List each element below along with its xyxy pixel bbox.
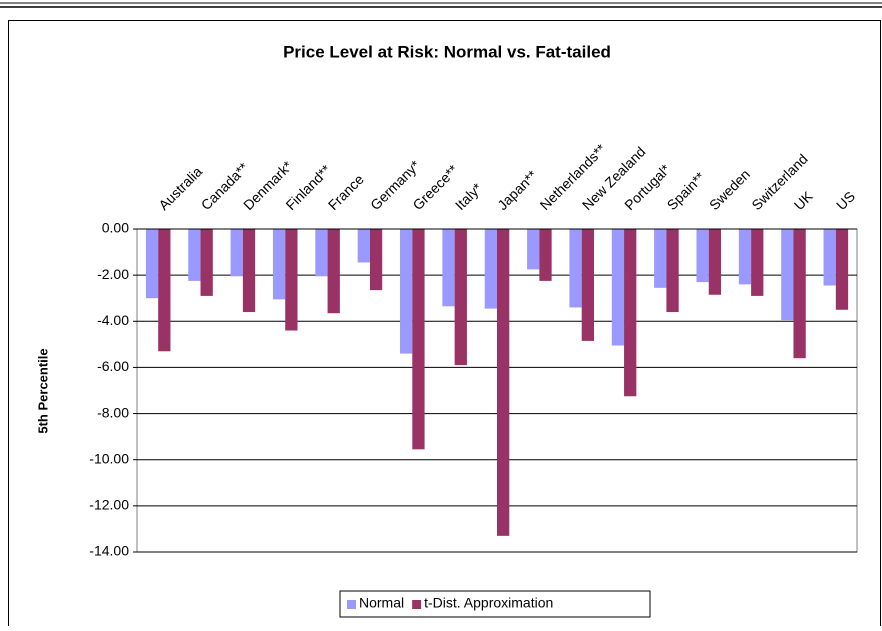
bar	[327, 229, 340, 314]
bar	[781, 229, 794, 321]
legend: Normal t-Dist. Approximation	[339, 590, 651, 618]
bar	[484, 229, 497, 309]
bar	[793, 229, 806, 359]
bar	[696, 229, 709, 283]
y-tick-label: -14.00	[89, 543, 129, 559]
bar	[708, 229, 722, 295]
bar	[751, 229, 764, 296]
bar	[581, 229, 594, 341]
legend-box	[339, 590, 651, 618]
bar	[611, 229, 625, 346]
bar	[624, 229, 637, 397]
bar	[158, 229, 171, 352]
bar	[242, 229, 256, 313]
y-tick-label: 0.00	[102, 220, 129, 236]
bar	[654, 229, 667, 288]
y-tick-label: -10.00	[89, 450, 129, 466]
bar	[272, 229, 286, 300]
bar	[835, 229, 849, 310]
bar	[369, 229, 383, 291]
bar	[400, 229, 413, 354]
bar	[315, 229, 328, 277]
legend-label: Normal	[359, 595, 404, 611]
bar	[357, 229, 370, 263]
bar	[497, 229, 510, 536]
legend-label: t-Dist. Approximation	[424, 595, 553, 611]
bar	[285, 229, 298, 331]
bar	[412, 229, 425, 450]
y-axis-label: 5th Percentile	[35, 348, 50, 433]
bar	[200, 229, 213, 296]
bar	[738, 229, 752, 285]
bar	[230, 229, 243, 277]
legend-swatch	[347, 600, 356, 609]
y-tick-label: -2.00	[97, 266, 129, 282]
chart-title: Price Level at Risk: Normal vs. Fat-tail…	[283, 42, 611, 61]
y-tick-label: -8.00	[97, 404, 129, 420]
bar	[569, 229, 582, 308]
bar	[442, 229, 455, 307]
y-tick-label: -12.00	[89, 497, 129, 513]
bar	[823, 229, 836, 286]
bar	[145, 229, 159, 299]
legend-swatch	[412, 600, 422, 609]
bar	[527, 229, 540, 270]
bar	[539, 229, 552, 281]
bar	[188, 229, 201, 281]
y-tick-label: -6.00	[97, 358, 129, 374]
y-tick-label: -4.00	[97, 312, 129, 328]
bar	[666, 229, 679, 313]
bar	[454, 229, 467, 366]
